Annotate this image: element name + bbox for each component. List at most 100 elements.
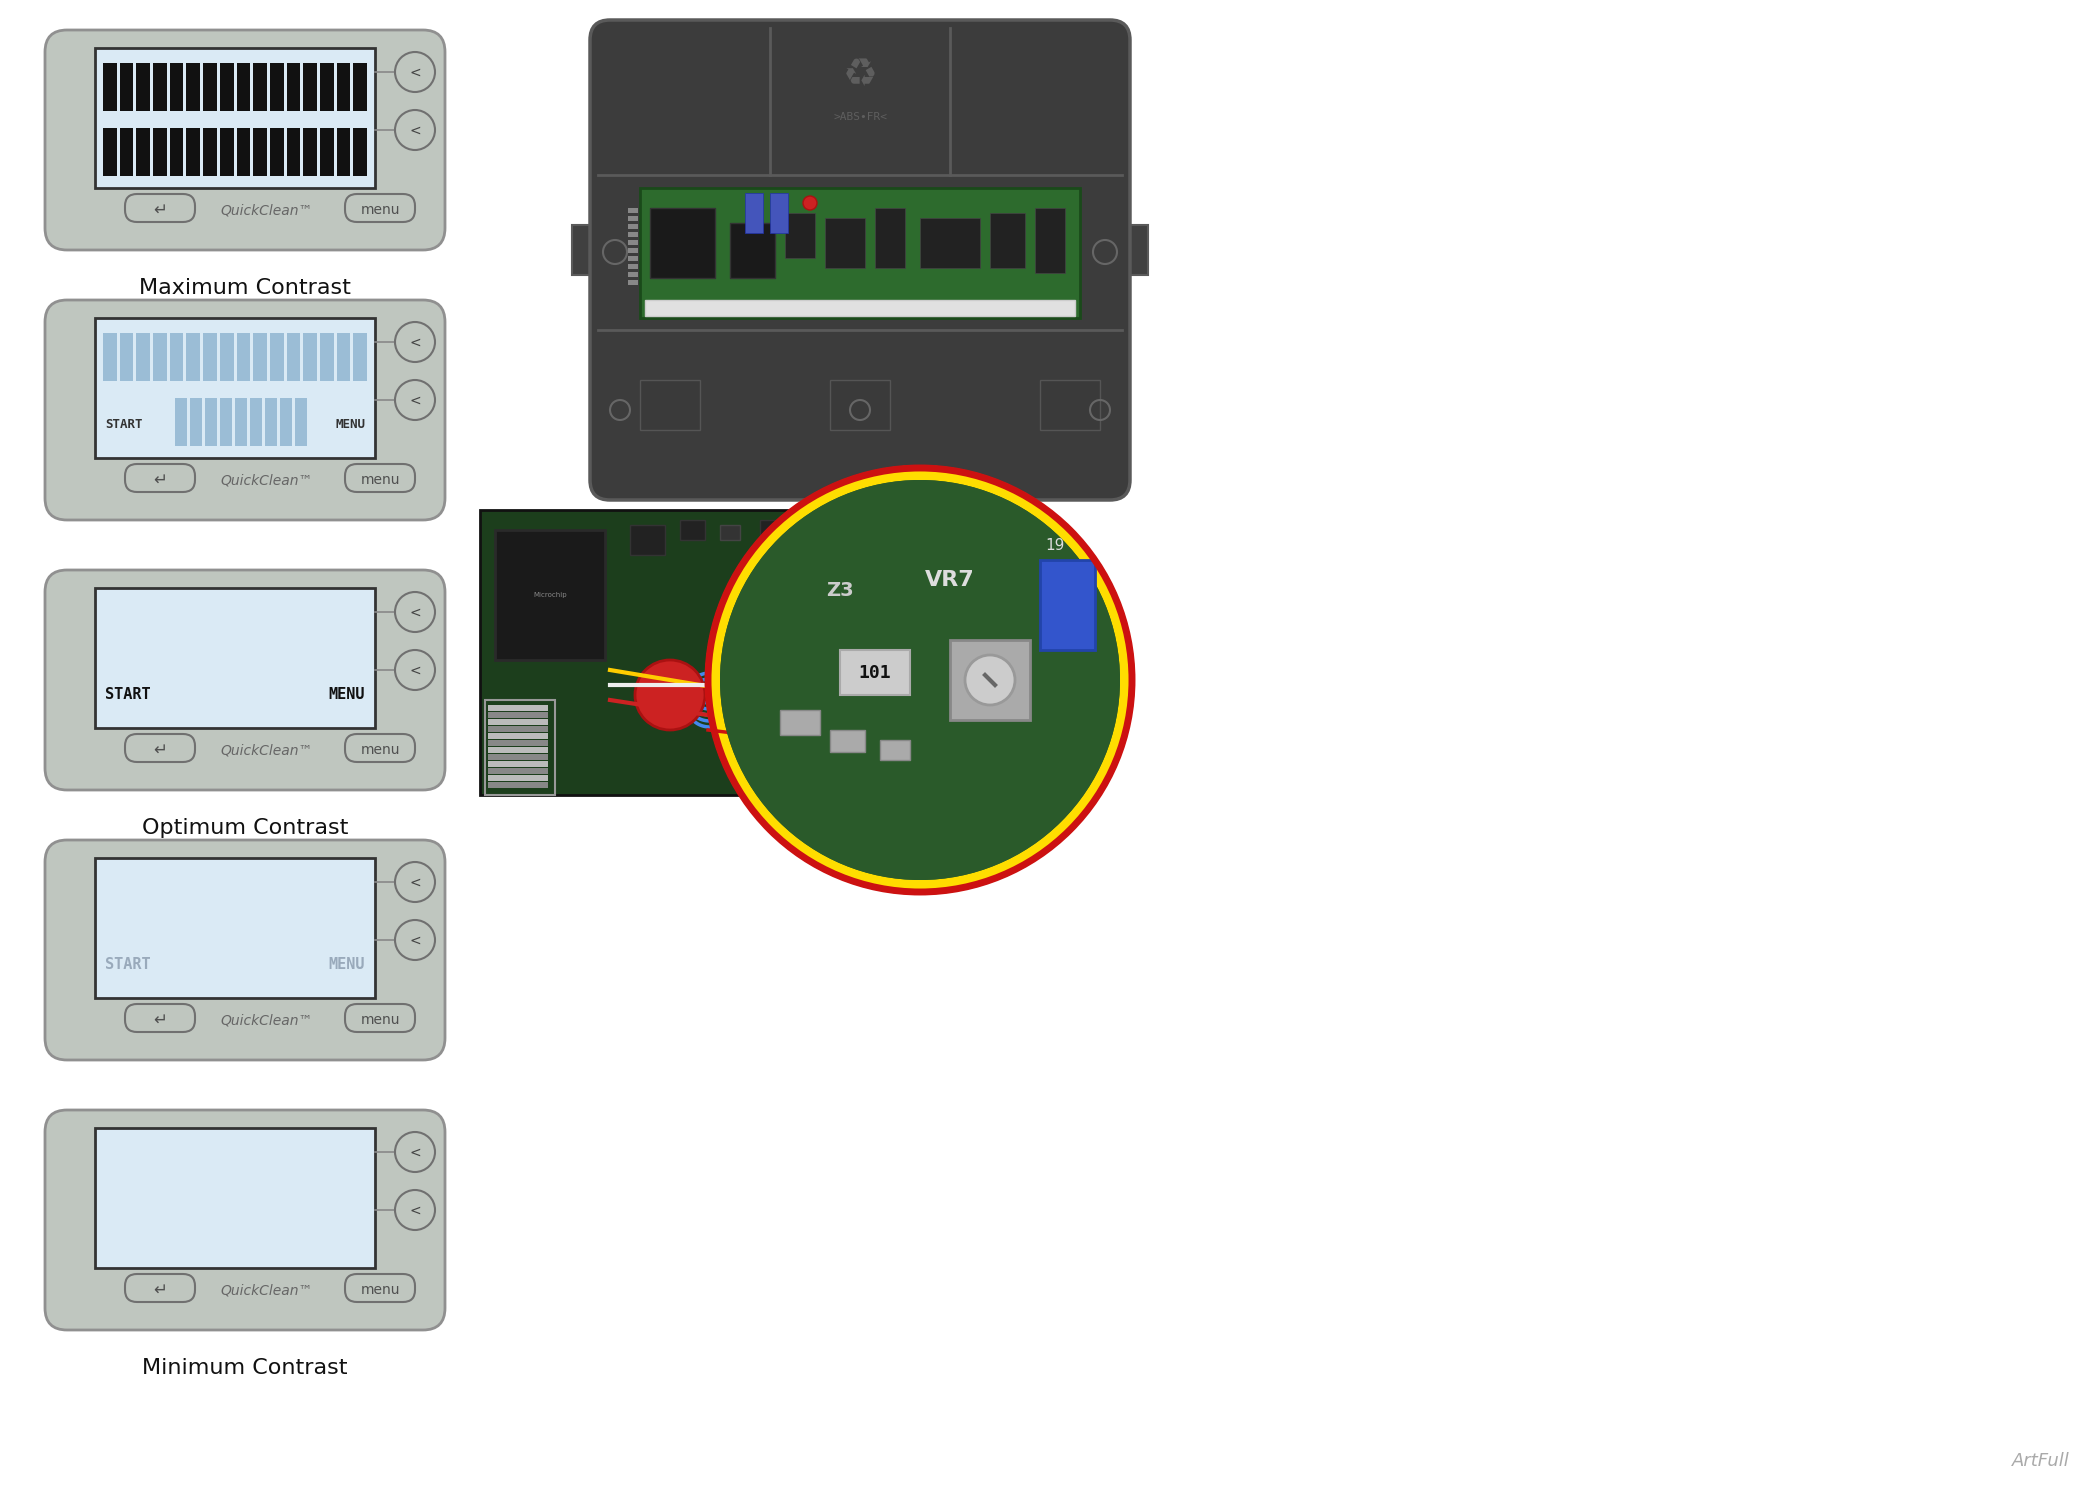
Bar <box>94 48 376 188</box>
Bar <box>481 510 850 795</box>
Bar <box>1130 225 1149 274</box>
Bar <box>487 734 548 740</box>
Bar <box>811 530 836 555</box>
Bar <box>949 640 1029 720</box>
Bar <box>487 760 548 766</box>
Text: QuickClean™: QuickClean™ <box>220 1013 313 1028</box>
Text: menu: menu <box>361 1282 399 1298</box>
Bar <box>487 705 548 711</box>
Bar <box>187 333 200 381</box>
Bar <box>189 398 202 445</box>
Bar <box>286 63 300 111</box>
FancyBboxPatch shape <box>44 300 445 520</box>
Bar <box>487 747 548 753</box>
Bar <box>319 333 334 381</box>
Bar <box>220 63 233 111</box>
Bar <box>206 398 216 445</box>
FancyBboxPatch shape <box>344 1004 416 1032</box>
Bar <box>487 726 548 732</box>
Text: Maximum Contrast: Maximum Contrast <box>139 278 351 298</box>
Bar <box>204 63 216 111</box>
FancyBboxPatch shape <box>126 1274 195 1302</box>
Bar <box>771 194 788 232</box>
FancyBboxPatch shape <box>44 1110 445 1330</box>
Circle shape <box>395 862 435 901</box>
Text: <: < <box>410 336 420 350</box>
Bar <box>825 217 865 268</box>
Text: START: START <box>105 419 143 430</box>
Text: <: < <box>410 66 420 80</box>
Bar <box>187 63 200 111</box>
Bar <box>1040 380 1100 430</box>
Bar <box>336 63 351 111</box>
Bar <box>170 63 183 111</box>
Bar <box>645 300 1075 316</box>
Bar <box>103 128 118 176</box>
Bar <box>720 525 739 540</box>
Text: <: < <box>410 1146 420 1160</box>
Text: menu: menu <box>361 742 399 758</box>
Bar <box>353 63 367 111</box>
Text: <: < <box>410 1204 420 1218</box>
Bar <box>204 128 216 176</box>
Bar <box>136 333 149 381</box>
Bar <box>204 333 216 381</box>
Bar <box>302 63 317 111</box>
Bar <box>250 398 262 445</box>
Bar <box>94 858 376 998</box>
Circle shape <box>395 110 435 150</box>
Bar <box>254 63 267 111</box>
Bar <box>628 240 638 244</box>
Bar <box>628 232 638 237</box>
Text: 19: 19 <box>1046 537 1065 552</box>
FancyBboxPatch shape <box>590 20 1130 500</box>
Text: ↵: ↵ <box>153 1281 166 1299</box>
Bar <box>880 740 909 760</box>
FancyBboxPatch shape <box>344 194 416 222</box>
Bar <box>640 380 699 430</box>
Bar <box>302 333 317 381</box>
Bar <box>153 128 166 176</box>
Text: >ABS•FR<: >ABS•FR< <box>834 112 886 122</box>
Circle shape <box>708 468 1132 892</box>
Text: QuickClean™: QuickClean™ <box>220 1282 313 1298</box>
Bar <box>271 333 284 381</box>
Text: START: START <box>105 687 151 702</box>
Circle shape <box>395 650 435 690</box>
Circle shape <box>395 1190 435 1230</box>
Text: QuickClean™: QuickClean™ <box>220 472 313 488</box>
Bar <box>487 782 548 788</box>
Bar <box>286 128 300 176</box>
Circle shape <box>802 196 817 210</box>
Bar <box>785 213 815 258</box>
Text: MENU: MENU <box>328 687 365 702</box>
Bar <box>876 209 905 268</box>
Text: <: < <box>410 664 420 678</box>
Bar <box>336 128 351 176</box>
Bar <box>170 128 183 176</box>
Bar <box>628 209 638 213</box>
Bar <box>136 128 149 176</box>
Bar <box>571 225 590 274</box>
Bar <box>174 398 187 445</box>
Bar <box>830 730 865 752</box>
Bar <box>989 213 1025 268</box>
Text: IPC: IPC <box>773 591 808 609</box>
Bar <box>487 768 548 774</box>
Bar <box>487 718 548 724</box>
Text: Z3: Z3 <box>825 580 855 600</box>
Bar <box>187 128 200 176</box>
Bar <box>237 333 250 381</box>
Text: ArtFull: ArtFull <box>2012 1452 2071 1470</box>
Circle shape <box>634 660 706 730</box>
Circle shape <box>395 322 435 362</box>
Text: START: START <box>105 957 151 972</box>
Bar <box>265 398 277 445</box>
Bar <box>286 333 300 381</box>
Bar <box>103 333 118 381</box>
FancyBboxPatch shape <box>126 1004 195 1032</box>
Text: <: < <box>410 124 420 138</box>
Bar <box>628 272 638 278</box>
Bar <box>487 776 548 782</box>
Circle shape <box>720 480 1119 880</box>
